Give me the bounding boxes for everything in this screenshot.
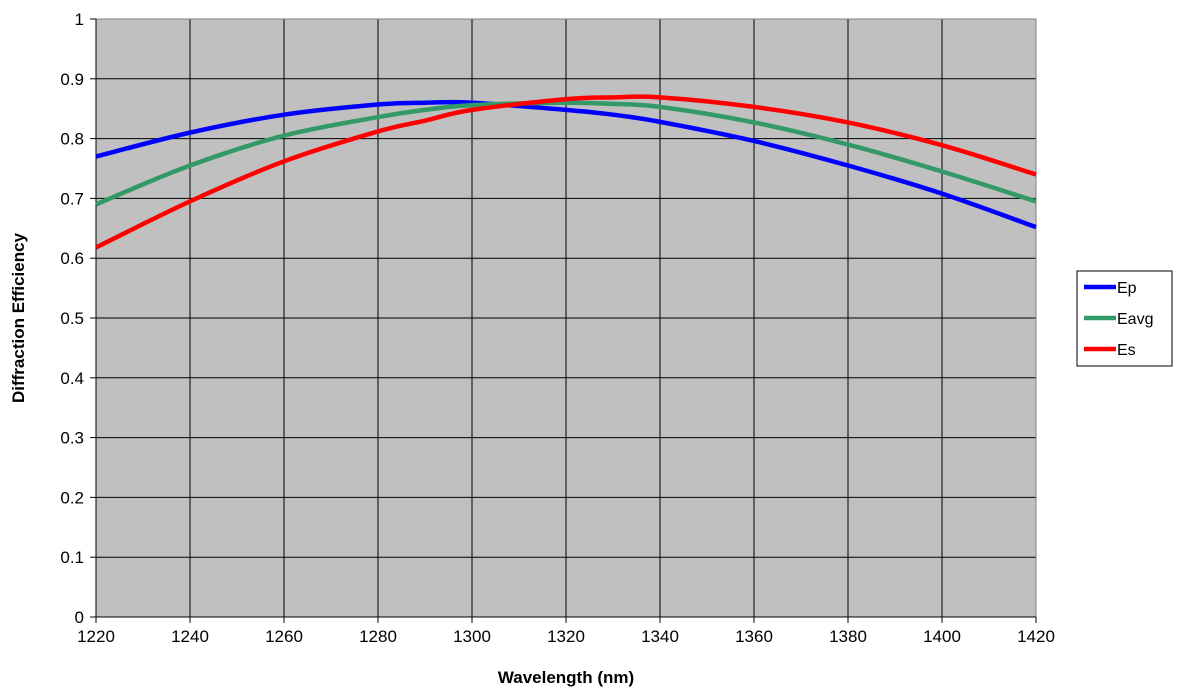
x-tick-label: 1280 [359,627,397,646]
y-tick-label: 0.7 [60,189,84,208]
y-axis-title: Diffraction Efficiency [9,232,28,403]
x-tick-label: 1300 [453,627,491,646]
x-tick-label: 1260 [265,627,303,646]
x-tick-label: 1220 [77,627,115,646]
x-tick-label: 1380 [829,627,867,646]
y-tick-label: 0.6 [60,249,84,268]
series-line-es [95,94,1037,250]
y-tick-label: 0 [75,608,84,627]
x-tick-label: 1360 [735,627,773,646]
y-tick-label: 0.3 [60,429,84,448]
y-tick-label: 0.2 [60,488,84,507]
legend: Ep Eavg Es [1076,270,1173,367]
y-tick-label: 0.8 [60,130,84,149]
x-tick-label: 1320 [547,627,585,646]
tick-labels: 1220 1240 1260 1280 1300 1320 1340 1360 1380 1400… [60,10,1055,646]
x-tick-label: 1400 [923,627,961,646]
axes [90,18,1037,623]
x-tick-label: 1240 [171,627,209,646]
x-axis-title: Wavelength (nm) [498,668,634,687]
legend-label-eavg: Eavg [1117,311,1153,328]
series-lines [95,94,1037,250]
x-tick-label: 1340 [641,627,679,646]
y-tick-label: 1 [75,10,84,29]
legend-label-es: Es [1117,342,1136,359]
series-line-ep [95,99,1037,230]
series-line-eavg [95,100,1037,207]
x-tick-label: 1420 [1017,627,1055,646]
y-tick-label: 0.4 [60,369,84,388]
y-tick-label: 0.5 [60,309,84,328]
legend-label-ep: Ep [1117,280,1137,297]
y-tick-label: 0.1 [60,548,84,567]
y-tick-label: 0.9 [60,70,84,89]
